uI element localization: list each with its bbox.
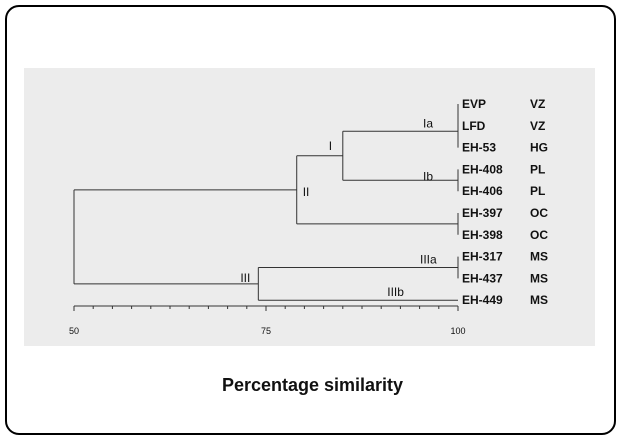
leaf-label: EH-408 [462,162,503,176]
cluster-label: I [329,139,332,153]
leaf-label: EH-398 [462,228,503,242]
leaf-label: EH-397 [462,206,503,220]
dendrogram: EVP VZ LFD VZ EH-53 HG EH-408 PL EH-406 PL EH-397 O… [69,97,548,336]
leaf-code: MS [530,271,548,285]
leaf-code: OC [530,206,548,220]
leaf-label: EH-53 [462,141,496,155]
cluster-label: Ib [423,169,433,183]
leaf-label: EH-317 [462,250,503,264]
leaf-label: EH-437 [462,271,503,285]
leaf-code: HG [530,141,548,155]
x-tick-label: 50 [69,326,79,336]
leaf-label: EVP [462,97,486,111]
plot-background [24,68,595,346]
leaf-label: EH-406 [462,184,503,198]
cluster-label: IIIa [420,253,437,267]
cluster-label: II [303,185,310,199]
leaf-code: OC [530,228,548,242]
leaf-code: PL [530,162,545,176]
cluster-label: III [240,271,250,285]
leaf-code: VZ [530,97,545,111]
cluster-label: Ia [423,116,433,130]
leaf-code: MS [530,250,548,264]
x-tick-label: 100 [450,326,465,336]
leaf-code: VZ [530,119,545,133]
leaf-code: PL [530,184,545,198]
leaf-code: MS [530,293,548,307]
leaf-label: EH-449 [462,293,503,307]
axis-title: Percentage similarity [221,375,404,395]
x-tick-label: 75 [261,326,271,336]
cluster-label: IIIb [387,285,404,299]
leaf-label: LFD [462,119,486,133]
